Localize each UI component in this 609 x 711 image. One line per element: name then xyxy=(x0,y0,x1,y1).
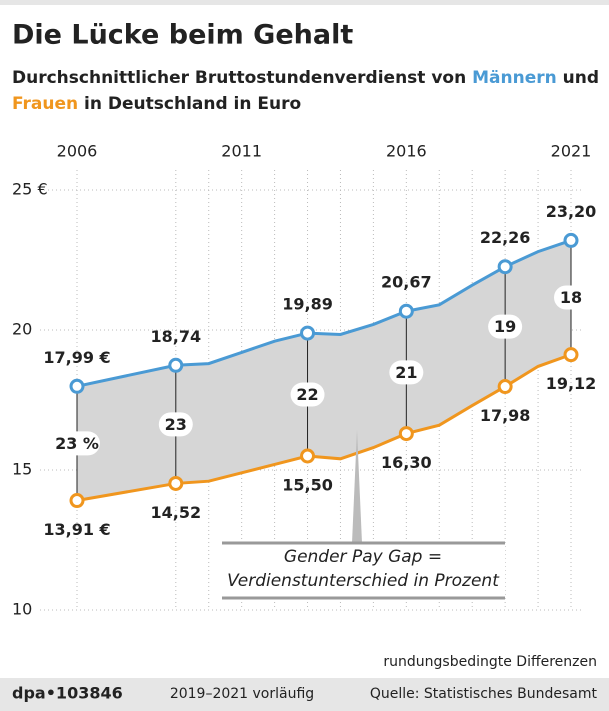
x-tick-label: 2021 xyxy=(551,142,592,161)
point xyxy=(69,378,85,394)
subtitle-text: Durchschnittlicher Bruttostundenverdiens… xyxy=(12,68,466,88)
point xyxy=(497,259,513,275)
annotation-box xyxy=(222,545,505,597)
point xyxy=(563,232,579,248)
gap-pill xyxy=(54,431,100,456)
x-tick-label: 2016 xyxy=(386,142,427,161)
pointer xyxy=(352,430,362,543)
top-band xyxy=(0,0,609,5)
y-tick-label: 10 xyxy=(12,600,32,619)
footer-source: Quelle: Statistisches Bundesamt xyxy=(370,686,598,702)
data-label: 22,26 xyxy=(480,228,531,247)
data-label: 16,30 xyxy=(381,453,432,472)
point xyxy=(398,303,414,319)
x-tick-label: 2011 xyxy=(221,142,262,161)
point xyxy=(300,448,316,464)
point xyxy=(168,357,184,373)
subtitle-text: und xyxy=(563,68,599,88)
plot: 10 15 20 25 € 2006 2011 2016 2021 17,99 € 18,74 19… xyxy=(12,142,596,619)
data-label: 14,52 xyxy=(150,503,201,522)
gap-label: 23 % xyxy=(55,434,99,453)
gap-label: 22 xyxy=(296,385,318,404)
data-label: 13,91 € xyxy=(43,520,110,539)
data-label: 19,89 xyxy=(282,295,333,314)
data-label: 18,74 xyxy=(150,327,201,346)
gap-label: 19 xyxy=(494,317,516,336)
data-label: 19,12 xyxy=(546,374,597,393)
gap-label: 23 xyxy=(165,415,187,434)
subtitle-text: in Deutschland in Euro xyxy=(84,94,301,114)
data-label: 17,98 xyxy=(480,406,531,425)
point xyxy=(563,347,579,363)
legend-men: Männern xyxy=(472,68,557,88)
subtitle: Durchschnittlicher Bruttostundenverdiens… xyxy=(12,68,599,88)
legend-women: Frauen xyxy=(12,94,78,114)
data-label: 23,20 xyxy=(546,202,597,221)
gap-pill xyxy=(554,285,588,310)
gap-label: 18 xyxy=(560,288,582,307)
annotation-text: Verdienstunterschied in Prozent xyxy=(227,571,500,591)
gap-pill xyxy=(290,382,325,407)
subtitle: Frauen in Deutschland in Euro xyxy=(12,94,301,114)
annotation: Gender Pay Gap = Verdienstunterschied in… xyxy=(222,430,505,600)
data-label: 15,50 xyxy=(282,476,333,495)
y-tick-label: 20 xyxy=(12,320,32,339)
point xyxy=(398,426,414,442)
gap-pill xyxy=(158,412,193,437)
gap-pill xyxy=(389,360,424,385)
annotation-text: Gender Pay Gap = xyxy=(284,547,442,567)
chart-title: Die Lücke beim Gehalt xyxy=(12,20,353,51)
point xyxy=(69,493,85,509)
point xyxy=(300,325,316,341)
x-tick-label: 2006 xyxy=(57,142,98,161)
gap-label: 21 xyxy=(395,363,417,382)
footer-band xyxy=(0,678,609,711)
data-label: 17,99 € xyxy=(43,348,110,367)
point xyxy=(168,475,184,491)
y-tick-label: 25 € xyxy=(12,180,48,199)
y-tick-label: 15 xyxy=(12,460,32,479)
gap-pill xyxy=(488,314,523,339)
note: rundungsbedingte Differenzen xyxy=(383,654,597,670)
footer-note: 2019–2021 vorläufig xyxy=(170,686,314,702)
data-label: 20,67 xyxy=(381,273,432,292)
gap-area xyxy=(77,240,571,501)
footer-id: dpa•103846 xyxy=(12,684,123,703)
point xyxy=(497,379,513,395)
